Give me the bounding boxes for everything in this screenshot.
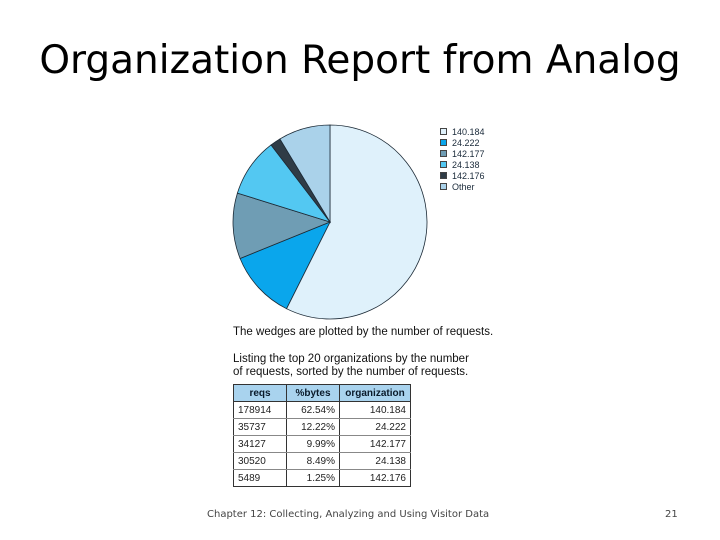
table-header-row: reqs %bytes organization: [233, 384, 411, 402]
bytes-cell: 62.54%: [286, 401, 340, 419]
legend-item: 24.138: [440, 159, 485, 170]
table-row: 5489 1.25% 142.176: [233, 469, 411, 487]
bytes-cell: 9.99%: [286, 435, 340, 453]
legend-label: Other: [452, 181, 475, 192]
legend-item: 24.222: [440, 137, 485, 148]
bytes-cell: 1.25%: [286, 469, 340, 487]
legend-label: 142.177: [452, 148, 485, 159]
organization-cell: 24.222: [339, 418, 411, 436]
legend-label: 24.138: [452, 159, 480, 170]
slide-title: Organization Report from Analog: [39, 38, 681, 83]
column-header-reqs: reqs: [233, 384, 287, 402]
chart-caption: The wedges are plotted by the number of …: [233, 326, 494, 338]
legend-swatch: [440, 172, 447, 179]
legend-label: 24.222: [452, 137, 480, 148]
organization-cell: 142.176: [339, 469, 411, 487]
legend-item: 142.177: [440, 148, 485, 159]
table-row: 35737 12.22% 24.222: [233, 418, 411, 436]
legend-swatch: [440, 150, 447, 157]
reqs-cell: 30520: [233, 452, 287, 470]
pie-slice-other: [279, 124, 331, 224]
footer-text: Chapter 12: Collecting, Analyzing and Us…: [207, 509, 490, 520]
chart-legend: 140.184 24.222 142.177 24.138 142.176 Ot…: [440, 126, 485, 192]
legend-item: 142.176: [440, 170, 485, 181]
column-header-bytes: %bytes: [286, 384, 340, 402]
legend-swatch: [440, 139, 447, 146]
legend-label: 140.184: [452, 126, 485, 137]
organization-cell: 140.184: [339, 401, 411, 419]
figure: 140.184 24.222 142.177 24.138 142.176 Ot…: [226, 117, 524, 487]
reqs-cell: 35737: [233, 418, 287, 436]
table-row: 34127 9.99% 142.177: [233, 435, 411, 453]
pie-chart: [232, 124, 428, 320]
column-header-organization: organization: [339, 384, 411, 402]
legend-swatch: [440, 183, 447, 190]
page-number: 21: [665, 509, 678, 520]
pie-slice-24-222: [239, 221, 331, 310]
legend-swatch: [440, 161, 447, 168]
table-caption: Listing the top 20 organizations by the …: [233, 353, 469, 378]
bytes-cell: 12.22%: [286, 418, 340, 436]
reqs-cell: 178914: [233, 401, 287, 419]
legend-swatch: [440, 128, 447, 135]
table-row: 30520 8.49% 24.138: [233, 452, 411, 470]
reqs-cell: 5489: [233, 469, 287, 487]
reqs-cell: 34127: [233, 435, 287, 453]
pie-slice-140-184: [285, 124, 428, 320]
legend-item: Other: [440, 181, 485, 192]
legend-label: 142.176: [452, 170, 485, 181]
legend-item: 140.184: [440, 126, 485, 137]
table-row: 178914 62.54% 140.184: [233, 401, 411, 419]
pie-slice-142-177: [232, 192, 332, 259]
organization-table: reqs %bytes organization 178914 62.54% 1…: [233, 384, 411, 487]
organization-cell: 142.177: [339, 435, 411, 453]
bytes-cell: 8.49%: [286, 452, 340, 470]
organization-cell: 24.138: [339, 452, 411, 470]
